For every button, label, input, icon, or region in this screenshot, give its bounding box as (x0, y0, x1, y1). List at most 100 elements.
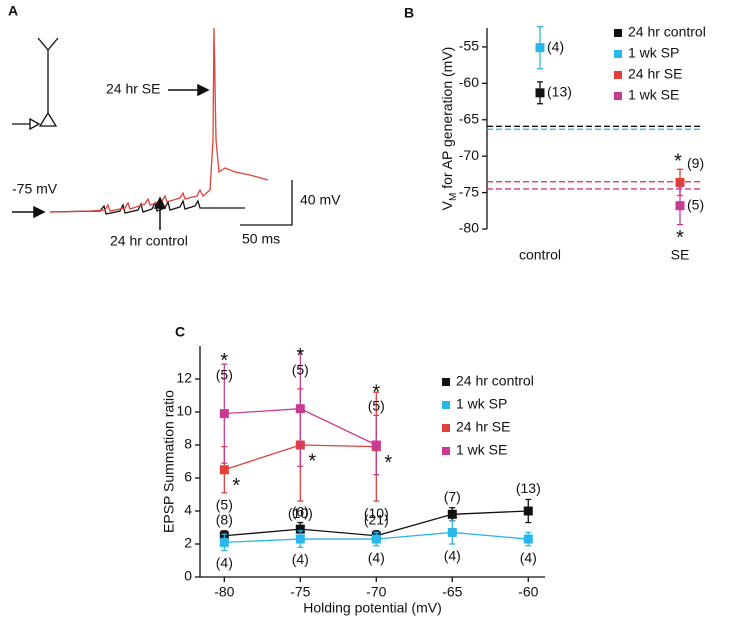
y-tick-label: -80 (459, 220, 479, 236)
y-axis-label-part: V (439, 200, 455, 210)
marker (219, 409, 229, 419)
marker (295, 404, 305, 414)
n-label: (5) (216, 497, 233, 513)
scale-label: 50 ms (242, 231, 280, 247)
y-axis-label: VM for AP generation (mV) (439, 47, 459, 211)
y-tick-label: 10 (176, 403, 192, 419)
y-axis-label-part: for AP generation (mV) (439, 47, 455, 193)
trace-label: 24 hr SE (106, 81, 160, 97)
marker (219, 537, 229, 547)
legend-swatch (442, 378, 450, 386)
neuron-diagram (12, 37, 59, 131)
n-label: (9) (687, 155, 704, 171)
x-tick-label: -60 (518, 584, 538, 600)
n-label: (4) (368, 549, 385, 565)
n-label: (4) (547, 38, 564, 54)
legend-label: 24 hr SE (456, 419, 510, 435)
scale-label: 40 mV (300, 192, 341, 208)
n-label: (4) (520, 549, 537, 565)
marker (371, 534, 381, 544)
marker (675, 177, 685, 187)
legend-swatch (614, 29, 622, 37)
marker (371, 440, 381, 450)
y-tick-label: -75 (459, 183, 479, 199)
legend-swatch (442, 401, 450, 409)
marker (447, 527, 457, 537)
n-label: (13) (547, 84, 572, 100)
marker (535, 43, 545, 53)
x-tick-label: -75 (290, 584, 310, 600)
legend-swatch (442, 424, 450, 432)
n-label: (10) (288, 505, 313, 521)
marker (295, 534, 305, 544)
y-tick-label: -55 (459, 38, 479, 54)
x-tick-label: -80 (214, 584, 234, 600)
arrow (153, 196, 167, 230)
panel-label: C (175, 324, 185, 340)
n-label: (7) (444, 488, 461, 504)
n-label: (5) (216, 366, 233, 382)
legend-swatch (614, 92, 622, 100)
panel-label: A (8, 3, 18, 19)
y-tick-label: 8 (184, 436, 192, 452)
marker (535, 88, 545, 98)
legend-label: 1 wk SP (628, 45, 679, 61)
legend-label: 1 wk SE (456, 442, 507, 458)
n-label: (4) (292, 551, 309, 567)
n-label: (4) (216, 554, 233, 570)
marker (447, 509, 457, 519)
y-axis-label: EPSP Summation ratio (161, 390, 177, 533)
marker (523, 534, 533, 544)
significance: * (384, 452, 392, 474)
n-label: (21) (364, 512, 389, 528)
y-tick-label: -70 (459, 147, 479, 163)
legend-swatch (614, 50, 622, 58)
significance: * (220, 350, 228, 372)
marker (295, 524, 305, 534)
n-label: (13) (516, 480, 541, 496)
legend-swatch (442, 447, 450, 455)
panel-label: B (404, 5, 414, 21)
legend-label: 24 hr control (456, 373, 534, 389)
marker (523, 506, 533, 516)
arrow (12, 205, 46, 219)
arrow (168, 83, 210, 97)
control-trace (49, 199, 245, 215)
n-label: (8) (216, 512, 233, 528)
scale-bar (240, 180, 293, 226)
x-tick-label: control (519, 247, 561, 263)
n-label: (4) (444, 548, 461, 564)
y-tick-label: 2 (184, 535, 192, 551)
y-tick-label: 0 (184, 568, 192, 584)
legend-label: 24 hr control (628, 24, 706, 40)
n-label: (5) (292, 361, 309, 377)
significance: * (308, 450, 316, 472)
significance: * (372, 381, 380, 403)
n-label: (5) (368, 398, 385, 414)
significance: * (232, 475, 240, 497)
trace-label: 24 hr control (110, 233, 188, 249)
significance: * (674, 151, 682, 173)
se-trace (49, 27, 269, 213)
legend-swatch (614, 71, 622, 79)
legend-label: 1 wk SP (456, 396, 507, 412)
y-tick-label: -60 (459, 74, 479, 90)
x-tick-label: -65 (442, 584, 462, 600)
y-tick-label: 6 (184, 469, 192, 485)
significance: * (296, 345, 304, 367)
legend-label: 24 hr SE (628, 66, 682, 82)
legend-label: 1 wk SE (628, 87, 679, 103)
y-tick-label: 12 (176, 370, 192, 386)
marker (219, 465, 229, 475)
x-tick-label: SE (671, 247, 690, 263)
n-label: (10) (364, 505, 389, 521)
n-label: (5) (687, 196, 704, 212)
x-axis-label: Holding potential (mV) (303, 600, 442, 616)
n-label: (6) (292, 503, 309, 519)
y-tick-label: -65 (459, 110, 479, 126)
y-tick-label: 4 (184, 502, 192, 518)
marker (675, 201, 685, 211)
y-axis-label-part: M (448, 193, 459, 201)
